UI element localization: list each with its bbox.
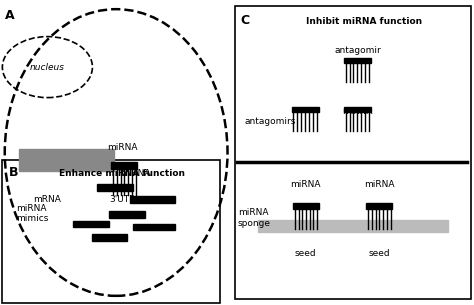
- Text: 3'UTR: 3'UTR: [109, 195, 136, 204]
- Bar: [2, 160, 220, 303]
- Text: miRNA: miRNA: [120, 169, 150, 178]
- Text: miRNA: miRNA: [364, 180, 394, 189]
- Text: miRNA: miRNA: [107, 143, 137, 152]
- Bar: [73, 221, 109, 227]
- Bar: [130, 196, 175, 203]
- Text: B: B: [9, 166, 18, 179]
- Text: miRNA: miRNA: [343, 107, 373, 116]
- Text: A: A: [5, 9, 14, 22]
- Bar: [235, 6, 471, 299]
- Bar: [292, 107, 319, 112]
- Bar: [344, 107, 371, 112]
- Bar: [293, 203, 319, 209]
- Text: miRNA
mimics: miRNA mimics: [17, 204, 49, 223]
- Text: miRNA: miRNA: [291, 180, 321, 189]
- Bar: [109, 211, 145, 218]
- Bar: [19, 149, 114, 171]
- Text: mRNA: mRNA: [34, 195, 61, 204]
- Text: miRNA
sponge: miRNA sponge: [238, 208, 271, 228]
- Bar: [92, 234, 127, 241]
- Text: Enhance miRNA function: Enhance miRNA function: [59, 169, 185, 178]
- Bar: [366, 203, 392, 209]
- Bar: [97, 184, 133, 191]
- Text: antagomir: antagomir: [335, 46, 381, 55]
- Bar: [344, 58, 371, 63]
- Text: seed: seed: [368, 249, 390, 258]
- Bar: [133, 224, 175, 230]
- Text: C: C: [241, 14, 250, 27]
- Text: seed: seed: [295, 249, 317, 258]
- Text: Inhibit miRNA function: Inhibit miRNA function: [306, 17, 422, 26]
- Bar: [258, 220, 448, 232]
- Text: nucleus: nucleus: [30, 63, 65, 72]
- Bar: [111, 162, 137, 169]
- Text: antagomirs: antagomirs: [244, 117, 295, 127]
